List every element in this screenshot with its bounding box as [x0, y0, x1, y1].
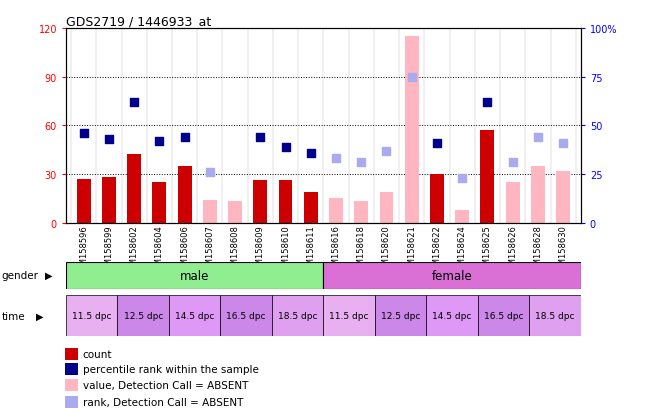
Text: percentile rank within the sample: percentile rank within the sample: [82, 364, 259, 374]
Point: [407, 74, 417, 81]
Bar: [228, 202, 242, 223]
Point: [331, 156, 341, 162]
Bar: [348, 29, 374, 223]
Bar: [197, 29, 222, 223]
Bar: [304, 192, 317, 223]
Bar: [203, 200, 216, 223]
Text: 18.5 dpc: 18.5 dpc: [535, 311, 575, 320]
Bar: [172, 29, 197, 223]
Bar: [480, 131, 494, 223]
Bar: [273, 29, 298, 223]
Bar: [248, 29, 273, 223]
Bar: [178, 166, 191, 223]
Bar: [65, 379, 78, 391]
Bar: [323, 295, 375, 337]
Bar: [152, 183, 166, 223]
Bar: [77, 179, 90, 223]
Bar: [375, 295, 426, 337]
Text: 12.5 dpc: 12.5 dpc: [123, 311, 163, 320]
Bar: [475, 29, 500, 223]
Bar: [550, 29, 576, 223]
Text: ▶: ▶: [45, 271, 52, 280]
Bar: [374, 29, 399, 223]
Text: ▶: ▶: [36, 311, 44, 321]
Point: [508, 159, 518, 166]
Bar: [323, 29, 348, 223]
Bar: [127, 155, 141, 223]
Bar: [102, 178, 116, 223]
Point: [306, 150, 316, 157]
Bar: [253, 181, 267, 223]
Bar: [529, 295, 581, 337]
Bar: [525, 29, 550, 223]
Bar: [121, 29, 147, 223]
Text: count: count: [82, 349, 112, 359]
Text: 16.5 dpc: 16.5 dpc: [226, 311, 266, 320]
Text: value, Detection Call = ABSENT: value, Detection Call = ABSENT: [82, 380, 248, 390]
Bar: [405, 37, 418, 223]
Bar: [65, 396, 78, 408]
Bar: [399, 29, 424, 223]
Bar: [222, 29, 248, 223]
Bar: [449, 29, 475, 223]
Text: male: male: [180, 269, 209, 282]
Bar: [323, 262, 581, 289]
Text: time: time: [1, 311, 25, 321]
Bar: [169, 295, 220, 337]
Bar: [424, 29, 449, 223]
Text: gender: gender: [1, 271, 38, 280]
Bar: [66, 262, 323, 289]
Bar: [500, 29, 525, 223]
Point: [205, 169, 215, 176]
Bar: [147, 29, 172, 223]
Bar: [478, 295, 529, 337]
Point: [356, 159, 366, 166]
Bar: [71, 29, 96, 223]
Point: [381, 148, 392, 154]
Text: 16.5 dpc: 16.5 dpc: [484, 311, 523, 320]
Bar: [426, 295, 478, 337]
Text: female: female: [432, 269, 473, 282]
Point: [154, 138, 164, 145]
Point: [533, 134, 543, 141]
Bar: [272, 295, 323, 337]
Text: GDS2719 / 1446933_at: GDS2719 / 1446933_at: [66, 15, 211, 28]
Text: 11.5 dpc: 11.5 dpc: [329, 311, 369, 320]
Bar: [65, 363, 78, 375]
Point: [482, 100, 493, 106]
Point: [558, 140, 568, 147]
Text: 14.5 dpc: 14.5 dpc: [432, 311, 472, 320]
Text: rank, Detection Call = ABSENT: rank, Detection Call = ABSENT: [82, 397, 243, 407]
Point: [104, 136, 114, 143]
Bar: [220, 295, 272, 337]
Bar: [556, 171, 570, 223]
Point: [457, 175, 467, 182]
Bar: [379, 192, 393, 223]
Point: [180, 134, 190, 141]
Text: 12.5 dpc: 12.5 dpc: [381, 311, 420, 320]
Bar: [455, 210, 469, 223]
Point: [129, 100, 139, 106]
Bar: [66, 295, 117, 337]
Text: 14.5 dpc: 14.5 dpc: [175, 311, 214, 320]
Point: [255, 134, 265, 141]
Point: [432, 140, 442, 147]
Point: [280, 144, 291, 151]
Bar: [279, 181, 292, 223]
Point: [79, 131, 89, 137]
Bar: [117, 295, 169, 337]
Bar: [65, 348, 78, 360]
Text: 11.5 dpc: 11.5 dpc: [72, 311, 112, 320]
Bar: [531, 166, 545, 223]
Bar: [506, 183, 519, 223]
Bar: [329, 199, 343, 223]
Bar: [298, 29, 323, 223]
Bar: [96, 29, 121, 223]
Bar: [430, 174, 444, 223]
Bar: [354, 202, 368, 223]
Text: 18.5 dpc: 18.5 dpc: [278, 311, 317, 320]
